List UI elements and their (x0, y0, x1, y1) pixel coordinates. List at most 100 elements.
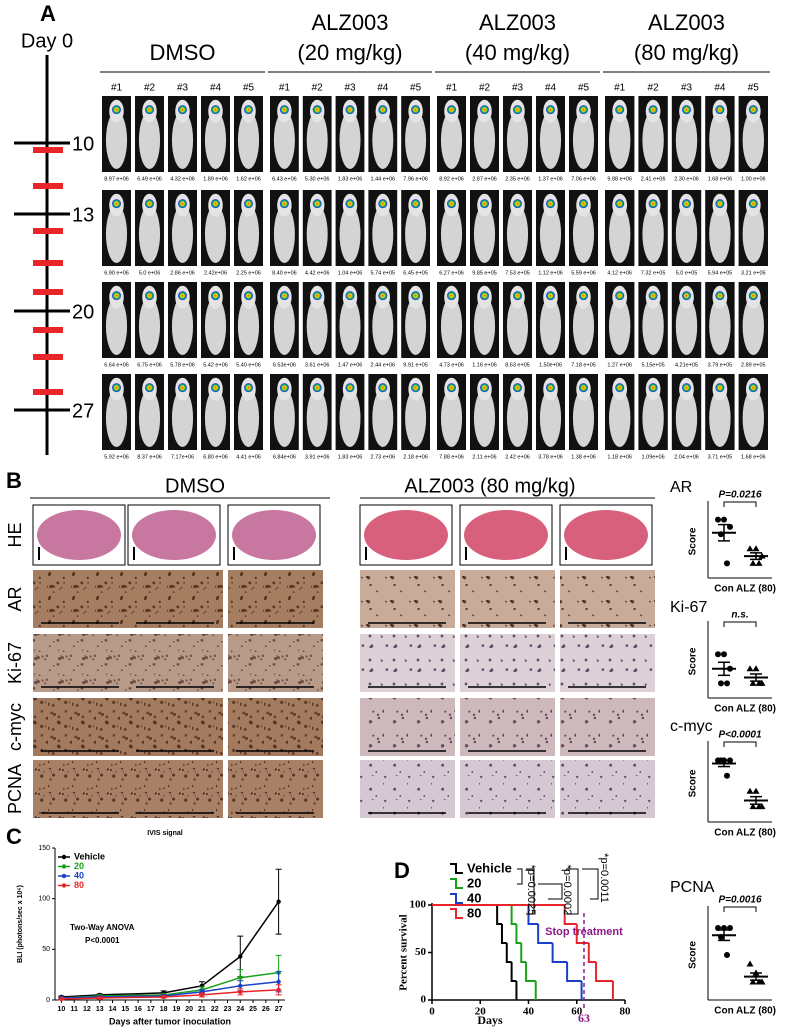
bli-spot (615, 291, 625, 301)
legend-swatch (450, 908, 463, 919)
he-section (564, 510, 648, 560)
mouse-id: #5 (748, 83, 760, 94)
x-tick-label: 19 (172, 1006, 180, 1013)
mouse-body (237, 205, 260, 263)
x-tick-label: 27 (275, 1006, 283, 1013)
bli-spot (447, 291, 456, 301)
he-section (232, 510, 316, 560)
signal-label: 1.89 e+06 (203, 176, 228, 182)
signal-label: 2.87 e+06 (472, 176, 497, 182)
signal-label: 3.79 e+05 (708, 362, 733, 368)
signal-label: 2.41 e+06 (641, 176, 666, 182)
significance-bracket (723, 906, 757, 912)
bli-spot (748, 105, 758, 115)
legend-swatch (450, 863, 463, 874)
bli-spot (648, 199, 658, 209)
bli-spot (145, 199, 154, 209)
mouse-id: #3 (344, 83, 356, 94)
bli-spot (546, 383, 555, 393)
mouse-body (237, 297, 260, 355)
bli-spot (279, 383, 289, 393)
bli-spot (579, 199, 588, 209)
bli-spot (513, 291, 522, 301)
mouse-id: #1 (614, 83, 626, 94)
signal-label: 3.21 e+05 (741, 270, 766, 276)
y-tick-label: 0 (421, 994, 427, 1006)
significance-bracket (723, 741, 757, 747)
x-tick-label: 0 (429, 1006, 435, 1018)
signal-label: 2.18 e+06 (403, 454, 428, 460)
day-label: 10 (72, 133, 94, 155)
mouse-body (171, 297, 194, 355)
mouse-body (237, 111, 260, 169)
signal-label: 5.42 e+06 (203, 362, 228, 368)
mouse-body (440, 205, 463, 263)
mouse-body (440, 297, 463, 355)
mouse-body (405, 297, 427, 355)
mouse-body (339, 205, 361, 263)
mouse-body (372, 389, 394, 447)
survival-step (595, 962, 613, 982)
signal-label: 1.83 e+06 (338, 176, 363, 182)
data-point (755, 978, 763, 985)
bli-spot (748, 291, 758, 301)
mouse-id: #3 (177, 83, 189, 94)
bli-spot (279, 291, 289, 301)
signal-label: 6.75 e+06 (137, 362, 162, 368)
x-tick-label: 10 (57, 1006, 65, 1013)
signal-label: 7.06 e+06 (571, 176, 596, 182)
x-tick-label: 26 (262, 1006, 270, 1013)
bli-spot (211, 291, 220, 301)
signal-label: 2.44 e+06 (370, 362, 395, 368)
signal-label: 6.64 e+06 (104, 362, 129, 368)
mouse-body (642, 389, 664, 447)
data-point (724, 560, 730, 567)
ihc-image (128, 760, 223, 818)
data-point (715, 516, 721, 523)
signal-label: 7.96 e+06 (403, 176, 428, 182)
mouse-body (339, 389, 361, 447)
treatment-mark (33, 389, 63, 395)
mouse-body (539, 389, 562, 447)
stain-label: PCNA (5, 764, 25, 814)
legend-marker (61, 873, 67, 879)
mouse-body (105, 389, 128, 447)
signal-label: 6.43 e+06 (272, 176, 297, 182)
bli-spot (112, 291, 121, 301)
y-axis-label: Score (688, 769, 699, 797)
signal-label: 4.42 e+06 (305, 270, 330, 276)
series-line (61, 901, 280, 998)
group-title: (20 mg/kg) (297, 40, 402, 65)
survival-step (525, 962, 536, 982)
signal-label: 4.73 e+06 (439, 362, 464, 368)
x-tick-label: ALZ (80) (736, 584, 776, 595)
mouse-body (405, 389, 427, 447)
data-point (715, 651, 721, 658)
treatment-mark (33, 327, 63, 333)
signal-label: 7.88 e+06 (439, 454, 464, 460)
mouse-body (105, 297, 128, 355)
data-point (746, 960, 754, 967)
mouse-body (473, 205, 496, 263)
signal-label: 2.11 e+06 (472, 454, 496, 460)
data-point (752, 665, 760, 672)
signal-label: 5.78 e+06 (170, 362, 195, 368)
signal-label: 2.04 e+06 (674, 454, 699, 460)
signal-label: 8.97 e+06 (104, 176, 129, 182)
bli-spot (244, 291, 253, 301)
data-point (59, 996, 64, 1002)
mouse-body (539, 297, 562, 355)
mouse-body (642, 297, 664, 355)
series-line (61, 981, 279, 999)
mouse-body (473, 389, 496, 447)
panel-label: B (6, 468, 22, 493)
bli-spot (411, 199, 421, 209)
y-tick-label: 100 (38, 896, 50, 903)
x-axis-label: Days after tumor inoculation (109, 1016, 231, 1026)
legend-marker (61, 854, 67, 860)
signal-label: 7.18 e+05 (571, 362, 596, 368)
data-point (276, 987, 281, 993)
bli-spot (648, 383, 658, 393)
data-point (749, 978, 757, 985)
bli-spot (682, 105, 691, 115)
